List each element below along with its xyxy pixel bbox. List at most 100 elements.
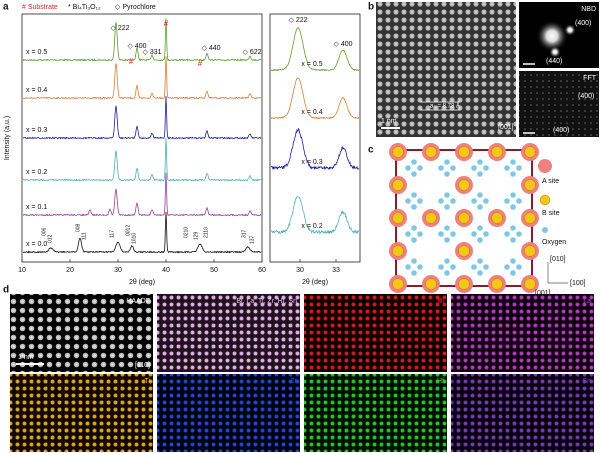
b-site	[524, 212, 536, 224]
oxygen	[510, 225, 516, 231]
oxygen	[483, 231, 489, 237]
map-label: Ti	[144, 378, 150, 385]
oxygen	[477, 159, 483, 165]
b-site	[491, 278, 503, 290]
oxygen	[444, 270, 450, 276]
nbd-spot	[564, 24, 576, 36]
oxygen	[444, 171, 450, 177]
reflection-label: 117	[109, 230, 115, 238]
reflection-label: 0012	[125, 225, 131, 236]
series-label: x = 0.0	[26, 241, 47, 248]
xrd-curve	[270, 127, 360, 171]
oxygen	[510, 159, 516, 165]
xrd-curve	[271, 27, 360, 72]
oxygen	[411, 225, 417, 231]
xrd-curve	[22, 18, 262, 62]
oxygen	[510, 204, 516, 210]
oxygen	[405, 165, 411, 171]
oxygen	[411, 171, 417, 177]
oxygen	[417, 198, 423, 204]
x-tick-label: 10	[18, 267, 26, 274]
b-site	[425, 278, 437, 290]
fft-image	[519, 71, 599, 137]
substrate-mark: #	[129, 57, 134, 66]
oxygen	[417, 264, 423, 270]
series-label: x = 0.1	[26, 204, 47, 211]
x-axis-label: 2θ (deg)	[129, 279, 155, 286]
reflection-label: 129	[193, 231, 199, 240]
series-label: x = 0.2	[301, 223, 322, 230]
inset-frame	[269, 13, 361, 263]
legend-a-site	[538, 159, 552, 173]
oxygen	[411, 258, 417, 264]
oxygen	[477, 258, 483, 264]
oxygen	[444, 159, 450, 165]
xrd-curve	[22, 211, 262, 254]
x-tick-label: 30	[296, 267, 304, 274]
b-site	[425, 146, 437, 158]
peak-label: ◇ 622	[242, 49, 261, 56]
series-label: x = 0.3	[301, 159, 322, 166]
series-label: x = 0.5	[301, 61, 322, 68]
xrd-curve	[270, 195, 360, 235]
oxygen	[477, 225, 483, 231]
axis-label: [010]	[550, 256, 566, 263]
nbd-spot-label: (400)	[575, 20, 591, 27]
oxygen	[471, 165, 477, 171]
x-tick-label: 60	[258, 267, 266, 274]
oxygen	[444, 237, 450, 243]
series-label: x = 0.3	[26, 127, 47, 134]
b-site	[392, 179, 404, 191]
spacing-label: a₀ = 8.78 Å	[430, 103, 460, 110]
oxygen	[438, 165, 444, 171]
peak-label: ◇ 331	[142, 49, 161, 56]
reflection-label: 137	[249, 235, 255, 244]
xrd-curve	[22, 95, 262, 140]
x-tick-label: 30	[114, 267, 122, 274]
oxygen	[471, 264, 477, 270]
oxygen	[411, 270, 417, 276]
oxygen	[411, 237, 417, 243]
map-label: La	[583, 298, 591, 305]
oxygen	[483, 165, 489, 171]
oxygen	[438, 264, 444, 270]
nbd-spot	[536, 20, 568, 52]
reflection-label: 317	[241, 229, 247, 238]
zone-label: [110]	[135, 362, 150, 369]
legend-text: B site	[542, 210, 560, 217]
panel-label: a	[3, 2, 9, 13]
oxygen	[516, 264, 522, 270]
b-site	[458, 212, 470, 224]
peak-label: ◇ 400	[333, 41, 352, 48]
oxygen	[510, 237, 516, 243]
element-map	[157, 374, 300, 452]
series-label: x = 0.2	[26, 169, 47, 176]
oxygen	[405, 264, 411, 270]
oxygen	[504, 264, 510, 270]
panel-label: d	[3, 285, 9, 296]
oxygen	[417, 165, 423, 171]
fft-spot-label: (400)	[553, 127, 569, 134]
oxygen	[504, 198, 510, 204]
b-site	[491, 146, 503, 158]
oxygen	[510, 270, 516, 276]
x-tick-label: 33	[332, 267, 340, 274]
reflection-label: 008	[75, 223, 81, 232]
panel-label: c	[368, 145, 374, 156]
map-label: Zr	[290, 378, 297, 385]
element-map	[451, 294, 594, 372]
peak-label: ◇ 222	[288, 17, 307, 24]
oxygen	[510, 192, 516, 198]
element-map	[451, 374, 594, 452]
oxygen	[411, 159, 417, 165]
xrd-curve	[22, 137, 262, 182]
scale-label: 1 nm	[381, 118, 397, 125]
axis-label: [001]	[535, 290, 551, 297]
b-site	[425, 212, 437, 224]
x-tick-label: 20	[66, 267, 74, 274]
legend-substrate: # Substrate	[22, 4, 58, 11]
b-site	[458, 245, 470, 257]
axis-label: [100]	[570, 280, 586, 287]
fft-spot-label: (400)	[578, 93, 594, 100]
